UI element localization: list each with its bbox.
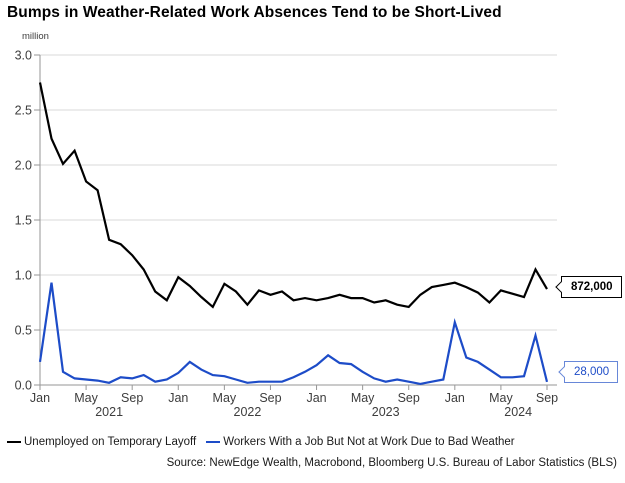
y-tick-label: 0.0 [15, 379, 32, 393]
x-tick-label: May [489, 391, 513, 405]
callout-text: 872,000 [571, 281, 613, 293]
x-tick-label: Sep [398, 391, 420, 405]
x-tick-label: Sep [259, 391, 281, 405]
x-year-label: 2021 [95, 405, 123, 419]
legend-label: Unemployed on Temporary Layoff [24, 436, 197, 448]
x-tick-label: Sep [121, 391, 143, 405]
x-tick-label: May [351, 391, 375, 405]
y-tick-label: 2.0 [15, 159, 32, 173]
legend-label: Workers With a Job But Not at Work Due t… [223, 436, 515, 448]
y-tick-label: 0.5 [15, 324, 32, 338]
x-tick-label: Jan [168, 391, 188, 405]
x-tick-label: May [213, 391, 237, 405]
x-year-label: 2024 [504, 405, 532, 419]
x-tick-label: Sep [536, 391, 558, 405]
chart-title: Bumps in Weather-Related Work Absences T… [7, 4, 502, 21]
y-tick-label: 3.0 [15, 49, 32, 63]
legend-item-weather: Workers With a Job But Not at Work Due t… [206, 436, 515, 448]
series-line-bad-weather [38, 282, 549, 386]
series-line-temporary-layoff [38, 82, 548, 309]
x-year-label: 2023 [372, 405, 400, 419]
source-attribution: Source: NewEdge Wealth, Macrobond, Bloom… [166, 457, 617, 469]
callout-last-value-weather: 28,000 [558, 361, 619, 383]
y-tick-label: 1.5 [15, 214, 32, 228]
y-tick-label: 2.5 [15, 104, 32, 118]
x-tick-label: Jan [445, 391, 465, 405]
x-tick-label: May [74, 391, 98, 405]
legend-line-swatch-blue [206, 440, 221, 444]
legend-item-layoffs: Unemployed on Temporary Layoff [7, 436, 196, 448]
x-tick-label: Jan [30, 391, 50, 405]
legend-line-swatch-black [7, 440, 21, 444]
legend: Unemployed on Temporary Layoff Workers W… [7, 436, 515, 448]
callout-last-value-layoffs: 872,000 [555, 276, 622, 298]
y-axis-unit-label: million [22, 31, 49, 42]
x-year-label: 2022 [234, 405, 262, 419]
y-tick-label: 1.0 [15, 269, 32, 283]
line-chart: 0.0 0.5 1.0 1.5 2.0 2.5 3.0 Jan May Sep Jan May Sep J… [15, 49, 559, 420]
x-tick-label: Jan [306, 391, 326, 405]
callout-text: 28,000 [574, 366, 610, 378]
